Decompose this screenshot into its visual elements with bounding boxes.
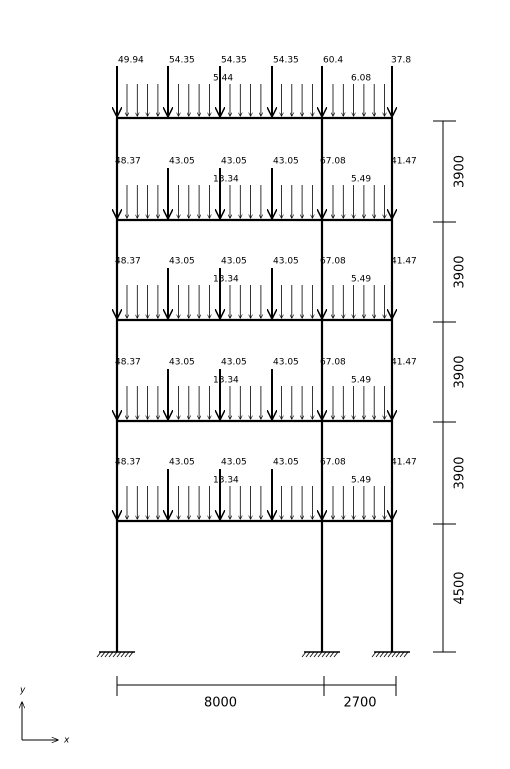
support-hatch [379, 651, 385, 658]
support-hatch [96, 651, 102, 658]
support-hatch [108, 651, 114, 658]
point-load-label: 54.35 [273, 56, 299, 66]
support-hatch [104, 651, 110, 658]
story-height: 3900 [453, 456, 468, 489]
support-hatch [301, 651, 307, 658]
support-hatch [313, 651, 319, 658]
point-load-label: 48.37 [115, 358, 141, 368]
point-load-label: 43.05 [169, 358, 195, 368]
point-load-label: 48.37 [115, 257, 141, 267]
y-axis-label: y [19, 686, 26, 696]
point-load-label: 43.05 [273, 458, 299, 468]
support-hatch [371, 651, 377, 658]
point-load-label: 41.47 [391, 257, 417, 267]
point-load-label: 48.37 [115, 458, 141, 468]
point-load-label: 67.08 [320, 458, 346, 468]
support-hatch [395, 651, 401, 658]
point-load-label: 37.8 [391, 56, 411, 66]
point-load-label: 43.05 [273, 358, 299, 368]
support-hatch [391, 651, 397, 658]
support-hatch [399, 651, 405, 658]
distributed-load-label: 13.34 [213, 275, 239, 285]
support-hatch [325, 651, 331, 658]
distributed-load-label: 5.49 [351, 376, 371, 386]
story-height: 3900 [453, 355, 468, 388]
point-load-label: 49.94 [118, 56, 144, 66]
distributed-load-label: 6.08 [351, 74, 371, 84]
point-load-label: 67.08 [320, 157, 346, 167]
point-load-label: 43.05 [221, 358, 247, 368]
support-hatch [321, 651, 327, 658]
support-hatch [100, 651, 106, 658]
support-hatch [317, 651, 323, 658]
distributed-load-label: 5.49 [351, 476, 371, 486]
distributed-load-label: 5.44 [213, 74, 233, 84]
point-load-label: 48.37 [115, 157, 141, 167]
distributed-load-label: 5.49 [351, 175, 371, 185]
point-load-label: 43.05 [169, 257, 195, 267]
story-height: 4500 [453, 571, 468, 604]
support-hatch [387, 651, 393, 658]
point-load-label: 54.35 [169, 56, 195, 66]
point-load-label: 43.05 [221, 157, 247, 167]
support-hatch [383, 651, 389, 658]
support-hatch [333, 651, 339, 658]
distributed-load-label: 5.49 [351, 275, 371, 285]
point-load-label: 60.4 [323, 56, 343, 66]
support-hatch [112, 651, 118, 658]
distributed-load-label: 13.34 [213, 476, 239, 486]
support-hatch [124, 651, 130, 658]
point-load-label: 43.05 [169, 157, 195, 167]
point-load-label: 43.05 [221, 458, 247, 468]
x-axis-label: x [63, 736, 70, 746]
support-hatch [329, 651, 335, 658]
point-load-label: 41.47 [391, 358, 417, 368]
story-height: 3900 [453, 155, 468, 188]
point-load-label: 43.05 [273, 157, 299, 167]
support-hatch [120, 651, 126, 658]
point-load-label: 67.08 [320, 358, 346, 368]
support-hatch [309, 651, 315, 658]
span-length: 8000 [204, 696, 237, 711]
point-load-label: 43.05 [221, 257, 247, 267]
point-load-label: 54.35 [221, 56, 247, 66]
point-load-label: 41.47 [391, 157, 417, 167]
support-hatch [128, 651, 134, 658]
frame: 49.94 54.35 54.35 54.35 60.4 37.8 5.44 6.08 48.3… [96, 56, 468, 711]
axis-icon: y x [19, 686, 70, 746]
span-length: 2700 [343, 696, 376, 711]
point-load-label: 43.05 [273, 257, 299, 267]
point-load-label: 43.05 [169, 458, 195, 468]
distributed-load-label: 13.34 [213, 175, 239, 185]
support-hatch [305, 651, 311, 658]
point-load-label: 67.08 [320, 257, 346, 267]
support-hatch [375, 651, 381, 658]
story-height: 3900 [453, 255, 468, 288]
support-hatch [116, 651, 122, 658]
support-hatch [403, 651, 409, 658]
distributed-load-label: 13.34 [213, 376, 239, 386]
point-load-label: 41.47 [391, 458, 417, 468]
